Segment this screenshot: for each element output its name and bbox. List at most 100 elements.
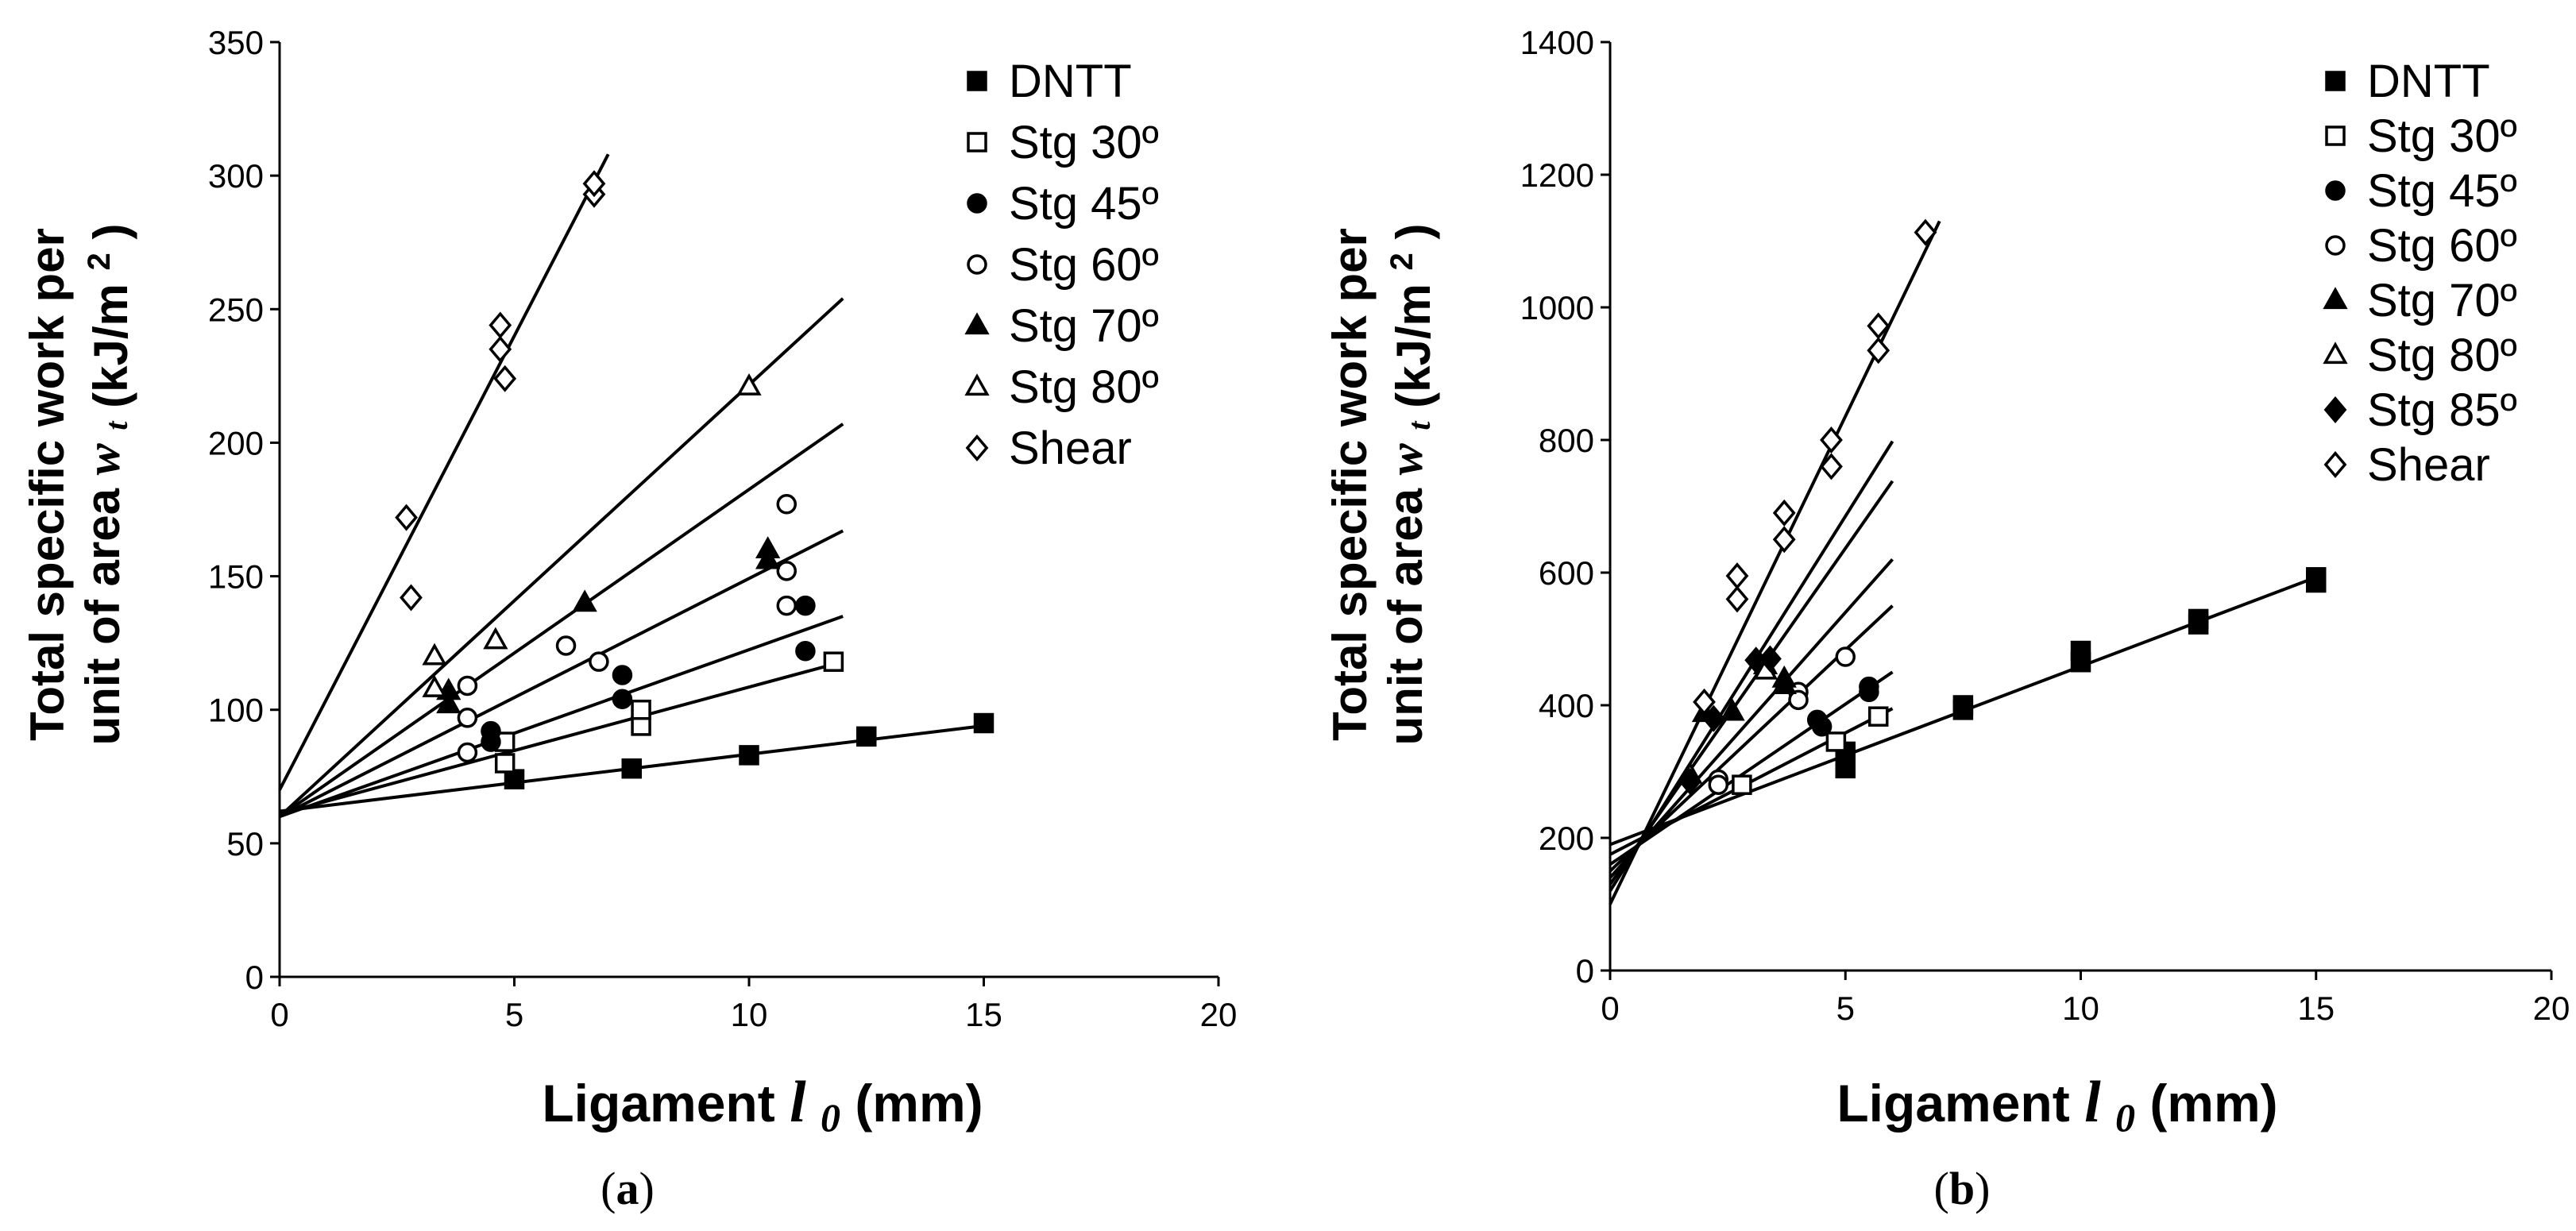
chart-a-ytick-label: 250: [208, 291, 264, 328]
chart-b: Total specific work per unit of area w t…: [1323, 24, 2570, 1214]
chart-a-point-stg-60: [776, 494, 798, 515]
chart-b-legend-marker-stg-30: [2325, 125, 2346, 146]
chart-b-caption-letter: b: [1949, 1163, 1975, 1214]
chart-a-caption-letter: a: [616, 1163, 639, 1214]
chart-b-legend-label-stg-70: Stg 70º: [2367, 275, 2517, 326]
chart-a-point-stg-30: [494, 753, 516, 774]
chart-b-point-stg-45: [1811, 716, 1833, 737]
chart-b-xlabel-unit: (mm): [2149, 1074, 2277, 1133]
chart-b-xtick-label: 20: [2533, 990, 2570, 1027]
chart-a-caption-close: ): [639, 1163, 655, 1214]
chart-b-legend-marker-dntt: [2325, 71, 2346, 91]
chart-a-legend-marker-dntt: [967, 71, 987, 91]
chart-b-legend-marker-stg-45: [2325, 180, 2346, 201]
chart-b-point-shear: [1725, 585, 1749, 613]
chart-a-legend-label-stg-70: Stg 70º: [1009, 300, 1159, 352]
chart-b-ytick-label: 1400: [1520, 24, 1594, 61]
chart-a-fit-line-shear: [278, 153, 610, 791]
chart-b-legend-marker-stg-60: [2325, 235, 2346, 256]
chart-b-ytick-label: 800: [1539, 422, 1594, 459]
chart-b-fit-line-shear: [1609, 220, 1941, 905]
chart-b-ytick-label: 0: [1576, 952, 1594, 990]
chart-b-point-dntt: [2306, 567, 2327, 588]
chart-b-ylabel-var: w: [1380, 442, 1432, 475]
chart-a-legend-marker-stg-45: [967, 193, 987, 214]
chart-b-fit-line-stg-45: [1609, 670, 1894, 866]
chart-b-point-stg-60: [1708, 774, 1729, 795]
chart-a-ylabel-text: unit of area: [76, 488, 129, 745]
chart-a-fit-line-stg-30: [279, 660, 844, 816]
chart-a-point-dntt: [856, 726, 877, 747]
chart-a-ytick-label: 200: [208, 424, 264, 461]
chart-a-xtick-label: 0: [270, 996, 288, 1033]
chart-a-fit-line-stg-45: [279, 615, 844, 819]
chart-b-legend-marker-shear: [2323, 450, 2347, 479]
chart-a-fit-line-stg-60: [279, 529, 844, 819]
chart-a-point-stg-80: [483, 627, 508, 650]
chart-a-ytick-label: 50: [226, 825, 264, 862]
chart-a-point-dntt: [621, 758, 642, 779]
chart-a-fit-line-stg-70: [278, 423, 844, 818]
chart-b-point-stg-60: [1788, 689, 1809, 711]
chart-a-point-stg-45: [795, 595, 816, 616]
chart-a-point-stg-60: [457, 742, 478, 763]
chart-b-point-shear: [1914, 218, 1937, 246]
chart-a-legend-label-dntt: DNTT: [1009, 56, 1132, 107]
chart-b-point-dntt: [1952, 695, 1974, 716]
chart-b-point-stg-70: [1771, 665, 1797, 688]
chart-b-point-stg-60: [1835, 646, 1856, 667]
chart-b-legend-label-stg-85: Stg 85º: [2367, 384, 2517, 436]
chart-b-legend-label-stg-80: Stg 80º: [2367, 330, 2517, 381]
chart-b-ylabel-sub: t: [1401, 420, 1437, 430]
chart-b-point-shear: [1772, 499, 1796, 527]
chart-b-fit-line-stg-70: [1609, 558, 1894, 879]
chart-a-ytick-label: 150: [208, 558, 264, 596]
chart-a-xlabel-var: l: [790, 1070, 806, 1135]
chart-b-ylabel-text: unit of area: [1379, 488, 1432, 745]
chart-b-point-stg-85: [1701, 704, 1725, 732]
chart-a-point-stg-80: [736, 373, 762, 396]
chart-a-point-stg-80: [422, 643, 447, 666]
chart-b-xtick-label: 0: [1601, 990, 1619, 1027]
chart-b-ylabel-unit-close: ): [1387, 224, 1440, 240]
chart-b-xtick-label: 5: [1836, 990, 1855, 1027]
chart-a-point-stg-80: [422, 675, 447, 697]
chart-b-ylabel-unit-sup: 2: [1385, 253, 1419, 270]
chart-a-ytick-label: 0: [245, 959, 264, 996]
chart-a-point-shear: [582, 170, 606, 198]
chart-a-ylabel-unit-close: ): [84, 224, 137, 240]
chart-a-xlabel-sub: 0: [821, 1095, 840, 1140]
chart-b-ytick-label: 200: [1539, 820, 1594, 857]
chart-b-caption-open: (: [1934, 1163, 1949, 1214]
chart-a-xtick-label: 15: [965, 996, 1002, 1033]
chart-b-point-stg-30: [1732, 774, 1752, 795]
chart-a-point-stg-70: [436, 691, 462, 714]
chart-a-ylabel-var: w: [77, 442, 129, 475]
chart-b-point-shear: [1867, 312, 1890, 340]
chart-a-point-dntt: [739, 745, 759, 766]
chart-b-ytick-label: 1200: [1520, 156, 1594, 194]
chart-a-caption-open: (: [601, 1163, 616, 1214]
chart-b-point-stg-70: [1720, 698, 1745, 721]
chart-a-xtick-label: 20: [1200, 996, 1238, 1033]
chart-a-point-stg-60: [776, 595, 798, 616]
chart-b-xlabel: Ligament l 0 (mm): [1836, 1070, 2277, 1142]
chart-a-point-shear: [489, 311, 512, 339]
chart-b-point-dntt: [1835, 758, 1856, 779]
chart-a-point-stg-60: [457, 675, 478, 697]
chart-a-point-dntt: [973, 712, 994, 734]
chart-a-legend-label-stg-60: Stg 60º: [1009, 239, 1159, 291]
chart-a-legend-marker-stg-80: [964, 373, 990, 396]
chart-b-point-shear: [1820, 453, 1843, 480]
chart-a-ylabel-unit: (kJ/m: [84, 284, 137, 408]
chart-a-legend-label-stg-80: Stg 80º: [1009, 361, 1159, 413]
chart-b-point-dntt: [2070, 640, 2091, 662]
chart-b-point-shear: [1772, 526, 1796, 554]
chart-a-point-stg-70: [572, 589, 597, 612]
chart-a-legend-label-shear: Shear: [1009, 423, 1132, 474]
chart-b-ytick-label: 600: [1539, 554, 1594, 592]
chart-b-legend-label-stg-60: Stg 60º: [2367, 220, 2517, 272]
chart-a-ylabel-line2: unit of area w t (kJ/m 2 ): [67, 224, 137, 746]
chart-a-xtick-label: 5: [505, 996, 523, 1033]
